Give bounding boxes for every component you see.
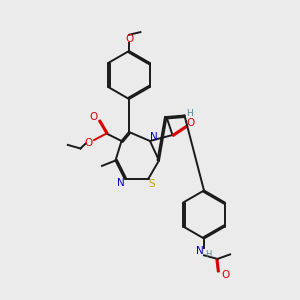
Text: N: N xyxy=(117,178,124,188)
Text: N: N xyxy=(196,246,204,256)
Text: O: O xyxy=(186,118,194,128)
Text: H: H xyxy=(187,109,193,118)
Text: N: N xyxy=(150,132,158,142)
Text: O: O xyxy=(125,34,133,44)
Text: S: S xyxy=(148,179,155,189)
Text: O: O xyxy=(221,269,229,280)
Text: O: O xyxy=(85,137,93,148)
Text: O: O xyxy=(90,112,98,122)
Text: H: H xyxy=(205,250,211,259)
